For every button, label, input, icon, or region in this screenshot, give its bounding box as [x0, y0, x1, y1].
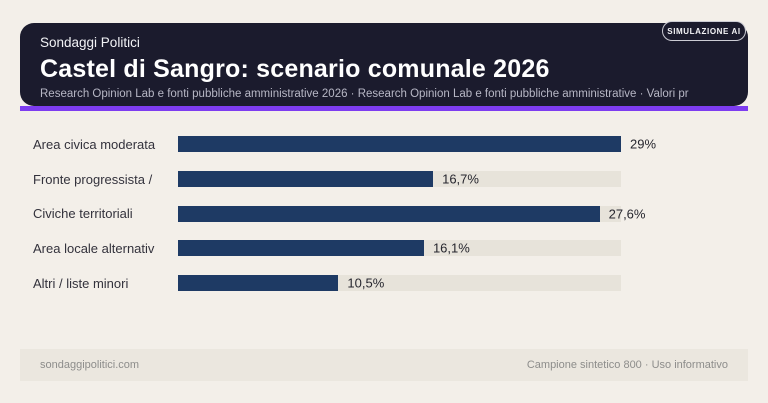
brand-kicker: Sondaggi Politici [40, 35, 140, 50]
source-subtitle: Research Opinion Lab e fonti pubbliche a… [40, 87, 689, 100]
footer-sample-note: Campione sintetico 800 · Uso informativo [526, 359, 728, 371]
simulation-badge: SIMULAZIONE AI [662, 21, 746, 41]
footer-site-url: sondaggipolitici.com [40, 359, 140, 371]
bar-track: 16,1% [178, 240, 621, 257]
value-label: 29% [630, 136, 657, 152]
page-title: Castel di Sangro: scenario comunale 2026 [40, 54, 550, 83]
bar [178, 136, 621, 153]
chart-row: Civiche territoriali 27,6% [33, 196, 735, 231]
bar-track: 16,7% [178, 171, 621, 188]
category-label: Fronte progressista / [33, 171, 153, 187]
value-label: 16,1% [432, 240, 470, 256]
value-label: 10,5% [347, 275, 385, 291]
bar [178, 171, 434, 188]
chart-row: Fronte progressista / 16,7% [33, 162, 735, 197]
bar-chart: Area civica moderata 29% Fronte progressis… [33, 127, 735, 300]
bar [178, 275, 339, 292]
category-label: Altri / liste minori [33, 275, 129, 291]
chart-row: Area civica moderata 29% [33, 127, 735, 162]
accent-bar [20, 106, 748, 111]
bar [178, 240, 424, 257]
bar-track: 27,6% [178, 205, 645, 222]
chart-row: Altri / liste minori 10,5% [33, 266, 735, 301]
bar-track: 29% [178, 136, 656, 153]
bar [178, 205, 600, 222]
chart-row: Area locale alternativ 16,1% [33, 231, 735, 266]
header-card: Sondaggi Politici Castel di Sangro: scen… [20, 23, 748, 106]
value-label: 27,6% [608, 206, 646, 222]
category-label: Area civica moderata [33, 136, 156, 152]
value-label: 16,7% [442, 171, 479, 187]
simulation-badge-label: SIMULAZIONE AI [667, 26, 741, 36]
footer: sondaggipolitici.com Campione sintetico … [20, 349, 748, 381]
category-label: Area locale alternativ [33, 240, 155, 256]
bar-track: 10,5% [178, 275, 621, 292]
category-label: Civiche territoriali [33, 206, 133, 222]
